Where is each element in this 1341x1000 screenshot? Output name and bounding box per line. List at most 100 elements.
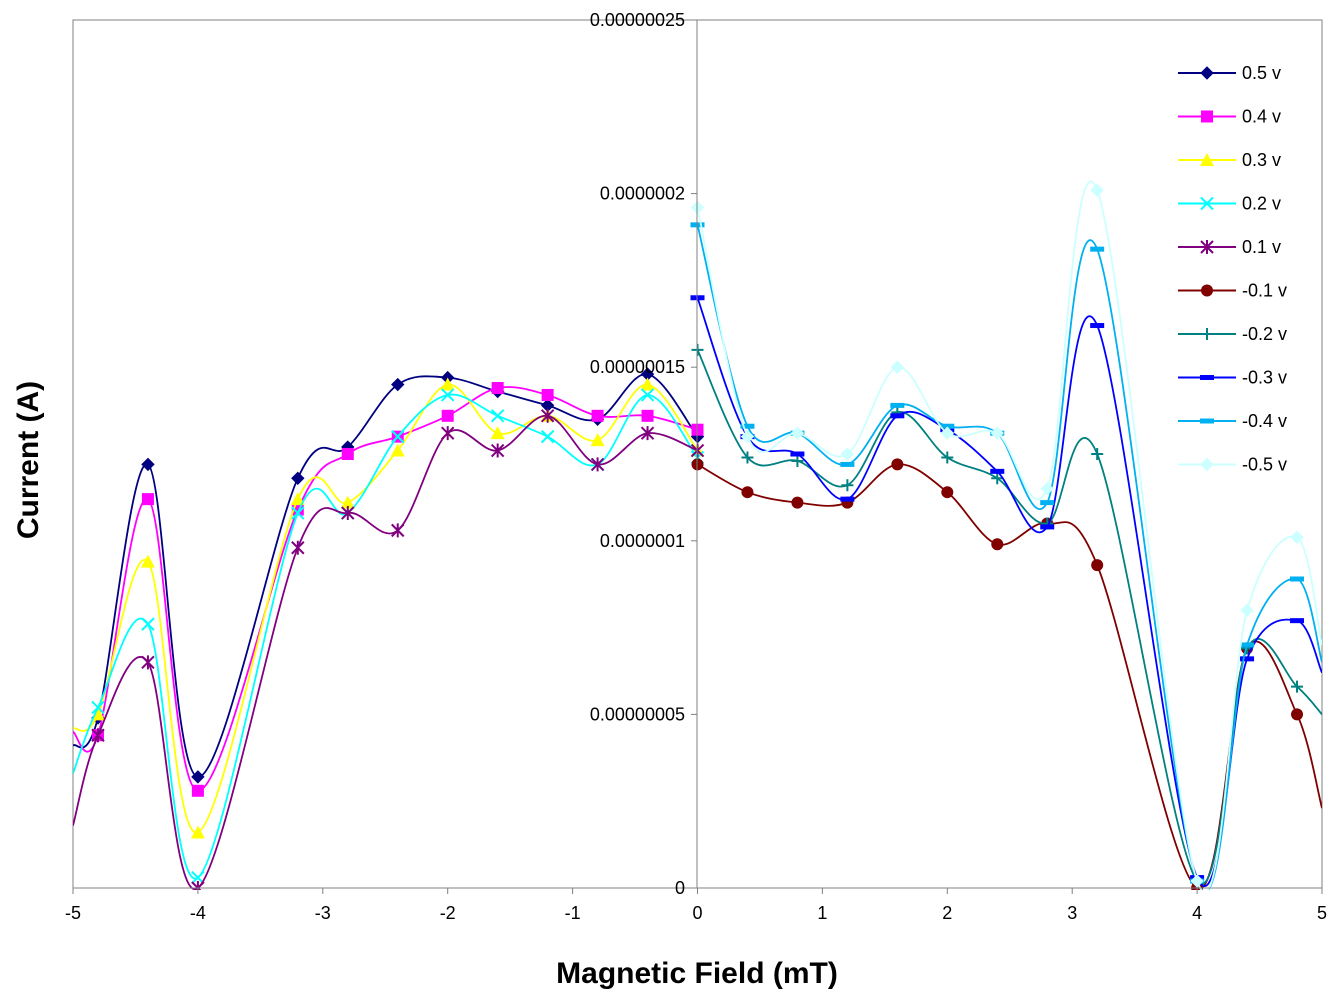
- series-neg0_1v: [691, 458, 1322, 890]
- data-point: [640, 426, 655, 441]
- data-point: [1291, 680, 1304, 693]
- data-point: [440, 426, 455, 441]
- data-point: [340, 495, 355, 509]
- data-point: [840, 447, 855, 461]
- x-tick-label: 4: [1192, 903, 1202, 923]
- legend-marker: [1201, 110, 1213, 123]
- data-point: [891, 458, 904, 471]
- x-tick-label: 1: [817, 903, 827, 923]
- series-0_1v: [73, 408, 705, 890]
- data-point: [1090, 183, 1104, 197]
- data-point: [740, 429, 755, 444]
- data-point: [490, 409, 505, 423]
- legend-marker: [1201, 284, 1213, 297]
- data-point: [1091, 448, 1104, 460]
- data-point: [890, 360, 905, 374]
- series-neg0_3v: [690, 295, 1322, 888]
- data-point: [1290, 530, 1304, 545]
- data-point: [341, 506, 355, 521]
- legend-label: -0.5 v: [1242, 455, 1287, 475]
- x-tick-label: 5: [1317, 903, 1327, 923]
- tick-labels: -5 -4 -3 -2 -1 0 1 2 3 4 5 0 0.00000005 0.0000001 0.00…: [65, 10, 1327, 923]
- series-0_4v: [73, 382, 704, 797]
- data-point: [1290, 618, 1305, 624]
- data-point: [990, 468, 1005, 474]
- data-point: [740, 423, 755, 429]
- series-line: [696, 297, 1322, 888]
- legend-item: 0.1 v: [1178, 237, 1281, 257]
- x-tick-label: 2: [942, 903, 952, 923]
- data-point: [391, 377, 405, 392]
- legend-label: 0.1 v: [1242, 237, 1281, 257]
- data-point: [291, 506, 305, 520]
- series-neg0_4v: [690, 222, 1322, 890]
- x-tick-label: -4: [190, 903, 206, 923]
- x-tick-label: -2: [440, 903, 456, 923]
- axes-layer: [73, 20, 1322, 889]
- data-point: [790, 451, 805, 457]
- data-point: [1040, 524, 1055, 530]
- data-point: [941, 451, 954, 464]
- x-tick-label: -3: [315, 903, 331, 923]
- data-point: [741, 486, 754, 499]
- legend-item: -0.2 v: [1178, 324, 1287, 344]
- series-line: [696, 224, 1322, 890]
- data-point: [190, 825, 205, 839]
- legend-item: -0.1 v: [1178, 281, 1287, 301]
- data-point: [541, 388, 554, 401]
- data-point: [1291, 708, 1304, 721]
- data-point: [840, 461, 855, 467]
- legend-marker: [1200, 240, 1214, 254]
- data-point: [540, 429, 555, 444]
- y-tick-label: 0: [675, 878, 685, 898]
- data-point: [91, 728, 105, 743]
- data-point: [991, 472, 1004, 485]
- data-point: [590, 433, 605, 447]
- x-axis-title: Magnetic Field (mT): [556, 957, 838, 990]
- legend-label: 0.4 v: [1242, 107, 1281, 127]
- data-point: [391, 429, 405, 444]
- data-point: [641, 409, 654, 422]
- data-point: [90, 707, 105, 721]
- data-point: [540, 408, 555, 423]
- x-tick-label: 3: [1067, 903, 1077, 923]
- legend-label: -0.1 v: [1242, 281, 1287, 301]
- legend: 0.5 v 0.4 v 0.3 v 0.2 v 0.1 v -0.1 v -0.2 v -0.…: [1178, 63, 1287, 475]
- legend-item: 0.2 v: [1178, 194, 1281, 214]
- series-neg0_5v: [690, 180, 1322, 890]
- data-point: [940, 423, 955, 429]
- data-point: [1040, 500, 1055, 506]
- y-tick-label: 0.0000002: [600, 184, 685, 204]
- legend-marker: [1200, 457, 1214, 472]
- series-neg0_2v: [691, 343, 1322, 888]
- data-point: [490, 443, 505, 458]
- data-point: [940, 426, 955, 440]
- series-line: [73, 414, 698, 890]
- data-point: [1240, 642, 1255, 648]
- y-tick-label: 0.00000015: [590, 357, 685, 377]
- data-point: [741, 451, 754, 464]
- series-line: [697, 463, 1322, 889]
- data-point: [440, 377, 455, 391]
- data-point: [290, 492, 305, 506]
- series-line: [73, 386, 698, 792]
- data-point: [1091, 559, 1104, 572]
- data-point: [1090, 246, 1105, 252]
- data-point: [1090, 323, 1105, 329]
- data-point: [591, 409, 604, 422]
- data-point: [890, 402, 905, 408]
- legend-item: -0.4 v: [1178, 411, 1287, 431]
- legend-marker: [1200, 375, 1214, 380]
- x-tick-label: 0: [692, 903, 702, 923]
- data-point: [1190, 874, 1204, 888]
- data-point: [141, 617, 155, 631]
- y-tick-label: 0.00000005: [590, 704, 685, 724]
- data-point: [640, 388, 655, 402]
- data-point: [1290, 576, 1305, 582]
- data-point: [941, 486, 954, 499]
- data-point: [1240, 603, 1254, 617]
- legend-marker: [1200, 153, 1214, 166]
- data-point: [1240, 656, 1255, 662]
- data-point: [390, 443, 405, 457]
